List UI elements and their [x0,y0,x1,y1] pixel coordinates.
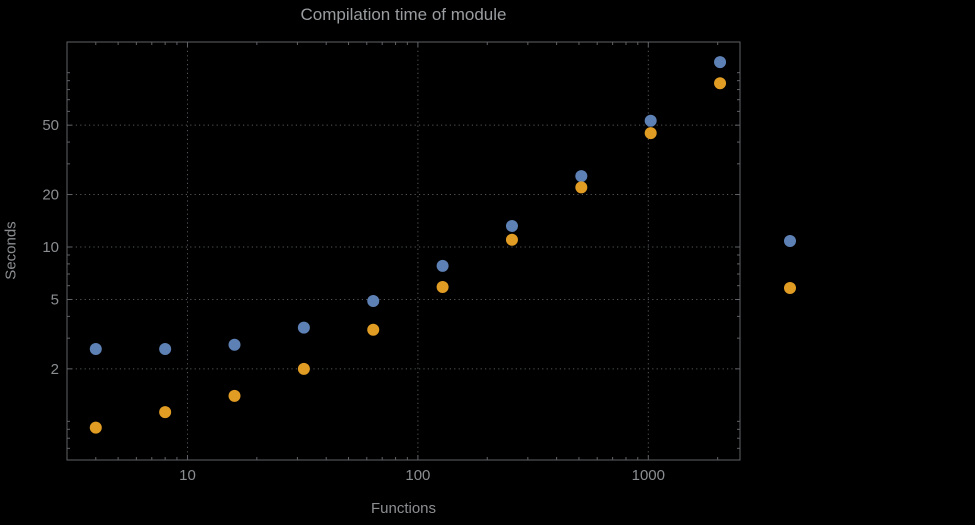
data-point-series-1 [159,342,172,355]
data-point-series-1 [89,342,102,355]
y-axis-label: Seconds [2,221,20,280]
data-point-series-2 [575,181,588,194]
data-point-series-2 [714,77,727,90]
data-point-series-2 [228,389,241,402]
data-point-series-1 [505,219,518,232]
data-point-series-2 [436,280,449,293]
data-point-series-1 [644,114,657,127]
plot-frame [66,41,741,461]
data-point-series-1 [575,170,588,183]
x-tick-label: 10 [179,467,196,484]
data-point-series-1 [297,321,310,334]
x-tick-label: 1000 [632,467,665,484]
data-point-series-1 [367,295,380,308]
x-axis-label: Functions [370,500,437,517]
y-tick-label: 20 [42,187,59,204]
y-tick-label: 50 [42,117,59,134]
data-point-series-1 [714,56,727,69]
legend-marker-series-1 [784,235,796,247]
data-point-series-1 [436,259,449,272]
y-tick-label: 5 [51,291,59,308]
data-point-series-2 [159,406,172,419]
data-point-series-2 [644,127,657,140]
data-point-series-2 [505,233,518,246]
x-tick-label: 100 [405,467,430,484]
data-point-series-2 [297,362,310,375]
legend-marker-series-2 [784,282,796,294]
y-tick-label: 2 [51,361,59,378]
data-point-series-2 [89,421,102,434]
data-point-series-2 [367,323,380,336]
data-point-series-1 [228,338,241,351]
chart-title: Compilation time of module [300,5,507,24]
y-tick-label: 10 [42,239,59,256]
